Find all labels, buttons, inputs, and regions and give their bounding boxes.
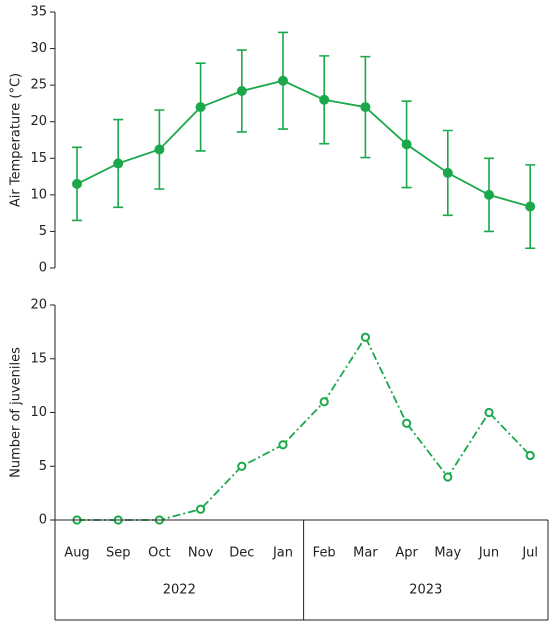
x-tick-label: Apr	[395, 546, 418, 561]
x-tick-label: Mar	[353, 546, 378, 561]
y-tick-label: 10	[30, 405, 47, 420]
marker	[484, 407, 494, 418]
y-tick-label: 10	[30, 187, 47, 202]
y-tick-label: 35	[30, 5, 47, 20]
marker	[154, 144, 165, 155]
y-tick-label: 5	[39, 459, 47, 474]
x-tick-label: Dec	[229, 546, 254, 561]
marker	[319, 94, 330, 105]
marker	[237, 461, 247, 471]
x-tick-label: Jan	[272, 546, 293, 561]
x-tick-label: Aug	[64, 546, 89, 561]
marker	[319, 397, 329, 407]
x-tick-label: Sep	[106, 546, 131, 561]
marker	[401, 139, 412, 150]
y-tick-label: 15	[30, 151, 47, 166]
marker	[196, 504, 206, 514]
marker	[278, 440, 288, 450]
y-tick-label: 20	[30, 298, 47, 313]
y-axis-label: Air Temperature (°C)	[9, 73, 24, 207]
marker	[525, 450, 535, 461]
marker	[278, 75, 288, 86]
x-tick-label: May	[434, 546, 461, 561]
y-tick-label: 5	[39, 224, 47, 239]
line	[77, 335, 531, 521]
line	[76, 79, 531, 208]
marker	[72, 178, 82, 189]
group-label: 2022	[163, 583, 196, 598]
marker	[113, 158, 124, 169]
x-tick-label: Jun	[478, 546, 499, 561]
x-tick-label: Oct	[148, 546, 170, 561]
marker	[525, 201, 536, 212]
y-tick-label: 15	[30, 351, 47, 366]
marker	[484, 189, 494, 200]
y-tick-label: 0	[39, 513, 47, 528]
marker	[443, 472, 453, 482]
marker	[195, 102, 206, 113]
marker	[402, 418, 412, 428]
y-axis-label: Number of juveniles	[9, 347, 24, 478]
x-tick-label: Feb	[313, 546, 336, 561]
y-tick-label: 0	[39, 261, 47, 276]
y-tick-label: 20	[30, 114, 47, 129]
marker	[236, 85, 247, 96]
marker	[360, 332, 370, 342]
x-tick-label: Nov	[188, 546, 214, 561]
marker	[360, 102, 371, 113]
x-tick-label: Jul	[521, 546, 538, 561]
marker	[442, 167, 453, 178]
group-label: 2023	[409, 583, 442, 598]
y-tick-label: 25	[30, 78, 47, 93]
y-tick-label: 30	[30, 41, 47, 56]
